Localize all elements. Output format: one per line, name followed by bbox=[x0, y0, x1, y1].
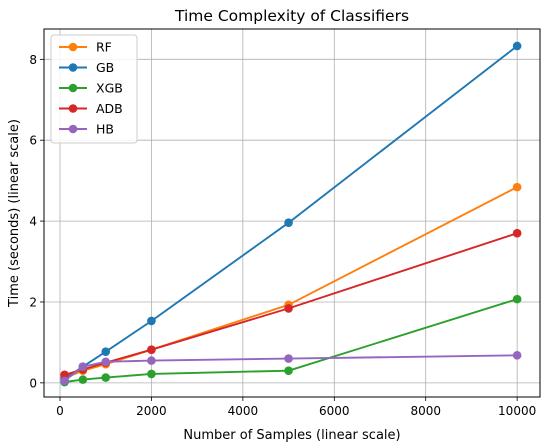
legend-label: ADB bbox=[96, 101, 123, 116]
legend-label: RF bbox=[96, 40, 112, 55]
x-tick-label: 8000 bbox=[410, 404, 441, 418]
data-point-xgb bbox=[101, 373, 111, 382]
data-point-gb bbox=[101, 347, 111, 357]
series-layer bbox=[60, 41, 522, 387]
x-tick-label: 4000 bbox=[228, 404, 259, 418]
legend-point-marker bbox=[68, 83, 78, 93]
y-axis-label: Time (seconds) (linear scale) bbox=[7, 119, 22, 308]
data-point-hb bbox=[60, 376, 69, 386]
legend-item-adb: ADB bbox=[59, 101, 123, 116]
data-point-hb bbox=[284, 354, 293, 363]
data-point-adb bbox=[147, 345, 156, 354]
x-tick-label: 2000 bbox=[136, 404, 167, 418]
legend-label: XGB bbox=[96, 81, 123, 96]
data-point-xgb bbox=[512, 294, 522, 304]
y-tick-label: 0 bbox=[29, 376, 37, 390]
legend-item-xgb: XGB bbox=[59, 81, 123, 96]
legend-item-hb: HB bbox=[59, 122, 114, 137]
data-point-xgb bbox=[78, 375, 88, 384]
y-tick-label: 4 bbox=[29, 215, 37, 229]
x-tick-label: 0 bbox=[56, 404, 64, 418]
axes: 0 2000 4000 6000 8000 10000 0 2 4 6 8 bbox=[29, 53, 536, 418]
x-tick-label: 10000 bbox=[498, 404, 536, 418]
legend-point-marker bbox=[68, 42, 78, 52]
legend-point-marker bbox=[68, 124, 78, 134]
legend-point-marker bbox=[68, 104, 78, 113]
data-point-hb bbox=[78, 362, 88, 371]
data-point-xgb bbox=[147, 369, 156, 379]
legend: RF GB XGB ADB HB bbox=[50, 34, 138, 144]
legend-item-rf: RF bbox=[59, 40, 112, 55]
legend-item-gb: GB bbox=[59, 60, 114, 75]
data-point-adb bbox=[512, 228, 522, 238]
legend-box bbox=[50, 34, 138, 144]
x-axis-label: Number of Samples (linear scale) bbox=[183, 428, 400, 443]
series-line-rf bbox=[64, 186, 518, 379]
data-point-hb bbox=[101, 357, 111, 367]
data-point-rf bbox=[512, 182, 522, 192]
y-tick-label: 2 bbox=[29, 295, 37, 309]
series-hb bbox=[60, 351, 522, 386]
data-point-adb bbox=[284, 304, 293, 313]
data-point-xgb bbox=[284, 366, 293, 376]
data-point-gb bbox=[147, 316, 156, 326]
legend-label: HB bbox=[96, 122, 114, 137]
data-point-hb bbox=[147, 356, 156, 365]
data-point-hb bbox=[512, 351, 522, 360]
legend-point-marker bbox=[68, 63, 78, 72]
data-point-gb bbox=[284, 218, 293, 228]
y-tick-label: 8 bbox=[29, 53, 37, 67]
x-tick-label: 6000 bbox=[319, 404, 350, 418]
plot-frame bbox=[43, 28, 541, 398]
series-rf bbox=[60, 182, 522, 383]
chart-title: Time Complexity of Classifiers bbox=[174, 7, 409, 25]
legend-label: GB bbox=[96, 60, 114, 75]
y-tick-label: 6 bbox=[29, 134, 37, 148]
data-point-adb bbox=[60, 370, 69, 380]
data-point-gb bbox=[512, 41, 522, 51]
